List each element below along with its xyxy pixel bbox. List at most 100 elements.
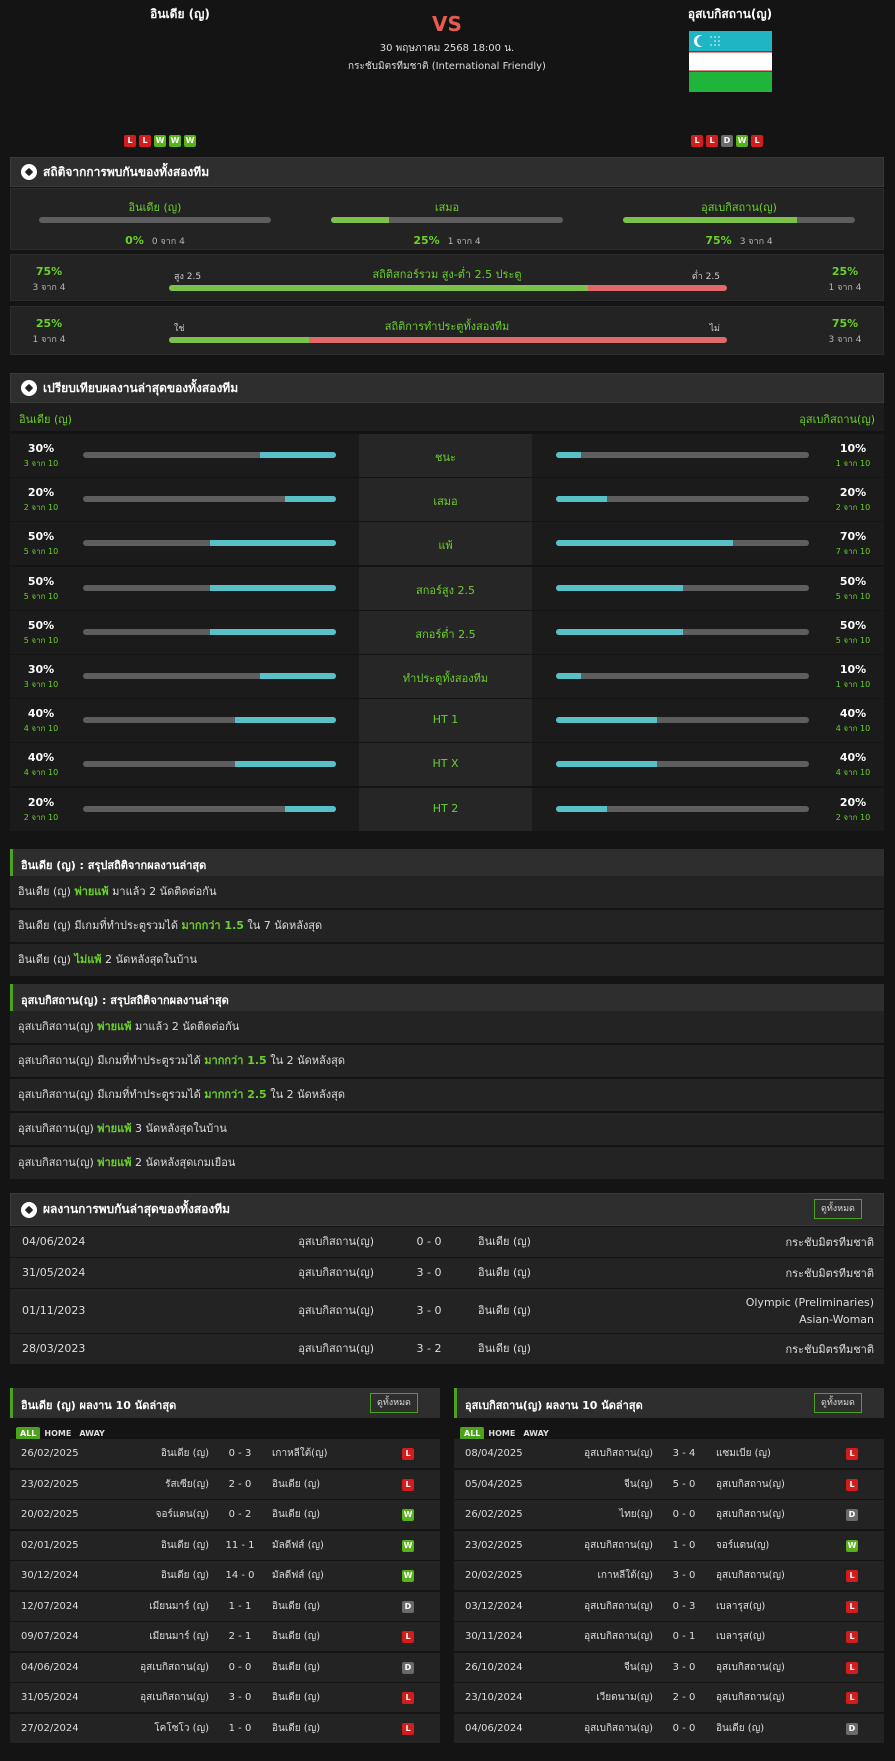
last10-away[interactable]: อุสเบกิสถาน(ญ) — [716, 1661, 785, 1673]
last10-row[interactable]: 30/12/2024 อินเดีย (ญ) 14 - 0 มัลดีฟส์ (ญ) W — [10, 1561, 440, 1590]
last10-home[interactable]: อุสเบกิสถาน(ญ) — [140, 1661, 209, 1673]
last10-home[interactable]: อุสเบกิสถาน(ญ) — [584, 1539, 653, 1551]
h2h-see-all-button[interactable]: ดูทั้งหมด — [814, 1199, 862, 1219]
h2h-home[interactable]: อุสเบกิสถาน(ญ) — [298, 1235, 374, 1248]
last10-away[interactable]: อุสเบกิสถาน(ญ) — [716, 1692, 785, 1703]
tab-all[interactable]: ALL — [16, 1427, 41, 1440]
last10-row[interactable]: 26/02/2025 อินเดีย (ญ) 0 - 3 เกาหลีใต้(ญ) L — [10, 1439, 440, 1468]
last10-away-see-all-button[interactable]: ดูทั้งหมด — [814, 1393, 862, 1413]
h2h-result-row[interactable]: 31/05/2024 อุสเบกิสถาน(ญ) 3 - 0 อินเดีย (ญ)… — [10, 1258, 884, 1288]
last10-away[interactable]: อินเดีย (ญ) — [272, 1600, 321, 1612]
last10-home[interactable]: อุสเบกิสถาน(ญ) — [584, 1631, 653, 1642]
compare-label-cell: HT 1 — [359, 699, 532, 743]
last10-home[interactable]: อินเดีย (ญ) — [160, 1448, 209, 1459]
last10-home[interactable]: จีน(ญ) — [623, 1661, 653, 1673]
last10-row[interactable]: 26/02/2025 ไทย(ญ) 0 - 0 อุสเบกิสถาน(ญ) D — [454, 1500, 884, 1529]
h2h-home[interactable]: อุสเบกิสถาน(ญ) — [298, 1266, 374, 1279]
last10-row[interactable]: 30/11/2024 อุสเบกิสถาน(ญ) 0 - 1 เบลารุส(ญ) L — [454, 1622, 884, 1651]
last10-score: 0 - 1 — [672, 1631, 696, 1642]
last10-home[interactable]: อุสเบกิสถาน(ญ) — [584, 1722, 653, 1734]
compare-left-bar-fill — [209, 584, 336, 591]
compare-left-bar — [83, 805, 336, 812]
last10-row[interactable]: 09/07/2024 เมียนมาร์ (ญ) 2 - 1 อินเดีย (ญ) L — [10, 1622, 440, 1651]
last10-row[interactable]: 23/10/2024 เวียดนาม(ญ) 2 - 0 อุสเบกิสถาน(ญ)… — [454, 1683, 884, 1712]
last10-away[interactable]: เบลารุส(ญ) — [716, 1600, 766, 1612]
h2h-result-row[interactable]: 28/03/2023 อุสเบกิสถาน(ญ) 3 - 2 อินเดีย (ญ)… — [10, 1334, 884, 1364]
last10-home-see-all-button[interactable]: ดูทั้งหมด — [370, 1393, 418, 1413]
last10-home[interactable]: จีน(ญ) — [623, 1478, 653, 1490]
last10-home[interactable]: จอร์แดน(ญ) — [155, 1509, 209, 1520]
last10-away[interactable]: อินเดีย (ญ) — [272, 1631, 321, 1642]
tab-home[interactable]: HOME — [44, 1429, 72, 1438]
away-team-name[interactable]: อุสเบกิสถาน(ญ) — [687, 7, 773, 21]
last10-away[interactable]: อุสเบกิสถาน(ญ) — [716, 1509, 785, 1520]
last10-row[interactable]: 12/07/2024 เมียนมาร์ (ญ) 1 - 1 อินเดีย (ญ) D — [10, 1591, 440, 1621]
last10-away[interactable]: จอร์แดน(ญ) — [716, 1539, 770, 1551]
h2h-result-row[interactable]: 04/06/2024 อุสเบกิสถาน(ญ) 0 - 0 อินเดีย (ญ)… — [10, 1227, 884, 1257]
last10-away[interactable]: เกาหลีใต้(ญ) — [272, 1448, 328, 1459]
last10-home[interactable]: อุสเบกิสถาน(ญ) — [140, 1692, 209, 1703]
last10-home[interactable]: เกาหลีใต้(ญ) — [597, 1570, 653, 1581]
last10-away[interactable]: อินเดีย (ญ) — [272, 1661, 321, 1673]
h2h-away[interactable]: อินเดีย (ญ) — [478, 1266, 531, 1279]
last10-away[interactable]: เบลารุส(ญ) — [716, 1631, 766, 1642]
h2h-result-row[interactable]: 01/11/2023 อุสเบกิสถาน(ญ) 3 - 0 อินเดีย (ญ)… — [10, 1289, 884, 1333]
compare-right-bar — [556, 761, 809, 768]
last10-away[interactable]: อินเดีย (ญ) — [716, 1722, 765, 1734]
btts-title: สถิติการทำประตูทั้งสองทีม — [384, 320, 510, 333]
last10-row[interactable]: 23/02/2025 อุสเบกิสถาน(ญ) 1 - 0 จอร์แดน(ญ) W — [454, 1530, 884, 1560]
last10-home[interactable]: ไทย(ญ) — [619, 1509, 653, 1520]
h2h-col-values: 0% 0 จาก 4 — [39, 229, 271, 248]
tab-all[interactable]: ALL — [460, 1427, 485, 1440]
last10-away[interactable]: อินเดีย (ญ) — [272, 1722, 321, 1734]
last10-away[interactable]: มัลดีฟส์ (ญ) — [272, 1570, 324, 1581]
last10-row[interactable]: 08/04/2025 อุสเบกิสถาน(ญ) 3 - 4 แซมเบีย (ญ)… — [454, 1439, 884, 1468]
summary-line: อุสเบกิสถาน(ญ) พ่ายแพ้ 2 นัดหลังสุดเกมเย… — [10, 1147, 884, 1179]
last10-away[interactable]: มัลดีฟส์ (ญ) — [272, 1539, 324, 1551]
last10-row[interactable]: 04/06/2024 อุสเบกิสถาน(ญ) 0 - 0 อินเดีย (ญ)… — [10, 1652, 440, 1682]
h2h-stats-header: สถิติจากการพบกันของทั้งสองทีม — [10, 157, 884, 187]
last10-row[interactable]: 27/02/2024 โคโซโว (ญ) 1 - 0 อินเดีย (ญ) L — [10, 1713, 440, 1743]
compare-row: 50% 5 จาก 10 สกอร์ต่ำ 2.5 50% 5 จาก 10 — [10, 610, 884, 654]
last10-score: 1 - 1 — [228, 1600, 252, 1612]
last10-away[interactable]: อินเดีย (ญ) — [272, 1509, 321, 1520]
last10-home[interactable]: เมียนมาร์ (ญ) — [149, 1631, 209, 1642]
last10-home[interactable]: โคโซโว (ญ) — [154, 1722, 209, 1734]
home-team-name[interactable]: อินเดีย (ญ) — [150, 7, 210, 21]
last10-row[interactable]: 20/02/2025 เกาหลีใต้(ญ) 3 - 0 อุสเบกิสถาน(ญ… — [454, 1561, 884, 1590]
h2h-away[interactable]: อินเดีย (ญ) — [478, 1304, 531, 1317]
last10-row[interactable]: 26/10/2024 จีน(ญ) 3 - 0 อุสเบกิสถาน(ญ) L — [454, 1652, 884, 1682]
tab-home[interactable]: HOME — [488, 1429, 516, 1438]
last10-row[interactable]: 02/01/2025 อินเดีย (ญ) 11 - 1 มัลดีฟส์ (ญ) W — [10, 1530, 440, 1560]
tab-away[interactable]: AWAY — [523, 1429, 549, 1438]
compare-away-team[interactable]: อุสเบกิสถาน(ญ) — [799, 413, 875, 426]
last10-home[interactable]: อุสเบกิสถาน(ญ) — [584, 1448, 653, 1459]
last10-home[interactable]: รัสเซีย(ญ) — [165, 1478, 209, 1490]
last10-home[interactable]: อินเดีย (ญ) — [160, 1570, 209, 1581]
h2h-away[interactable]: อินเดีย (ญ) — [478, 1235, 531, 1248]
last10-away[interactable]: อินเดีย (ญ) — [272, 1478, 321, 1490]
last10-away[interactable]: แซมเบีย (ญ) — [716, 1448, 771, 1459]
last10-home[interactable]: อุสเบกิสถาน(ญ) — [584, 1600, 653, 1612]
h2h-home[interactable]: อุสเบกิสถาน(ญ) — [298, 1304, 374, 1317]
last10-home-header: อินเดีย (ญ) ผลงาน 10 นัดล่าสุด — [10, 1388, 440, 1418]
compare-right-bar — [556, 452, 809, 458]
summary-line: อินเดีย (ญ) ไม่แพ้ 2 นัดหลังสุดในบ้าน — [10, 944, 884, 976]
compare-home-team[interactable]: อินเดีย (ญ) — [19, 413, 72, 426]
last10-away[interactable]: อุสเบกิสถาน(ญ) — [716, 1570, 785, 1581]
tab-away[interactable]: AWAY — [79, 1429, 105, 1438]
last10-home[interactable]: เมียนมาร์ (ญ) — [149, 1600, 209, 1612]
last10-row[interactable]: 31/05/2024 อุสเบกิสถาน(ญ) 3 - 0 อินเดีย (ญ)… — [10, 1683, 440, 1712]
last10-row[interactable]: 23/02/2025 รัสเซีย(ญ) 2 - 0 อินเดีย (ญ) L — [10, 1469, 440, 1499]
h2h-away[interactable]: อินเดีย (ญ) — [478, 1342, 531, 1355]
last10-row[interactable]: 04/06/2024 อุสเบกิสถาน(ญ) 0 - 0 อินเดีย (ญ)… — [454, 1713, 884, 1743]
h2h-home[interactable]: อุสเบกิสถาน(ญ) — [298, 1342, 374, 1355]
last10-row[interactable]: 05/04/2025 จีน(ญ) 5 - 0 อุสเบกิสถาน(ญ) L — [454, 1469, 884, 1499]
last10-row[interactable]: 03/12/2024 อุสเบกิสถาน(ญ) 0 - 3 เบลารุส(ญ) L — [454, 1591, 884, 1621]
last10-away[interactable]: อุสเบกิสถาน(ญ) — [716, 1478, 785, 1490]
last10-date: 03/12/2024 — [465, 1600, 523, 1612]
last10-home[interactable]: เวียดนาม(ญ) — [596, 1692, 653, 1703]
last10-row[interactable]: 20/02/2025 จอร์แดน(ญ) 0 - 2 อินเดีย (ญ) W — [10, 1500, 440, 1529]
last10-home[interactable]: อินเดีย (ญ) — [160, 1539, 209, 1551]
last10-away[interactable]: อินเดีย (ญ) — [272, 1692, 321, 1703]
